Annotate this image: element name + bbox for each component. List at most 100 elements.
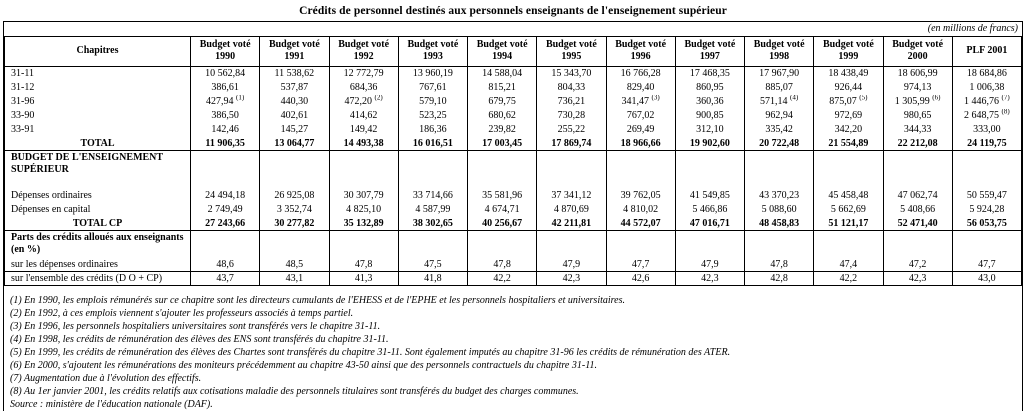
value-cell: 38 302,65 xyxy=(397,216,469,231)
section-header-row: BUDGET DE L'ENSEIGNEMENT SUPÉRIEUR xyxy=(4,150,1023,189)
value-cell: 42,6 xyxy=(605,271,676,286)
value-cell: 962,94 xyxy=(743,108,815,123)
value-cell: 523,25 xyxy=(397,108,469,123)
footnote: (2) En 1992, à ces emplois viennent s'aj… xyxy=(10,308,354,319)
table-header-row: Chapitres Budget voté 1990 Budget voté 1991… xyxy=(4,36,1023,67)
empty-cell xyxy=(882,230,953,258)
value-cell: 4 825,10 xyxy=(328,202,399,217)
row-label: TOTAL CP xyxy=(4,216,191,231)
row-label: 33-90 xyxy=(4,108,191,123)
footnote: (1) En 1990, les emplois rémunérés sur c… xyxy=(10,295,626,306)
value-cell: 472,20 (2) xyxy=(328,94,399,109)
empty-cell xyxy=(259,230,330,258)
value-cell: 885,07 xyxy=(743,80,815,95)
value-cell: 51 121,17 xyxy=(813,216,884,231)
value-cell: 18 966,66 xyxy=(605,136,676,151)
value-cell: 17 967,90 xyxy=(743,66,815,81)
value-cell: 4 674,71 xyxy=(466,202,538,217)
value-cell: 860,95 xyxy=(674,80,746,95)
year-header: Budget voté 1992 xyxy=(328,36,399,67)
section-header-row: Parts des crédits alloués aux enseignant… xyxy=(4,230,1023,258)
value-cell: 680,62 xyxy=(466,108,538,123)
value-cell: 43 370,23 xyxy=(743,188,815,203)
value-cell: 5 408,66 xyxy=(882,202,953,217)
value-cell: 15 343,70 xyxy=(536,66,607,81)
row-label: 31-11 xyxy=(4,66,191,81)
value-cell: 13 064,77 xyxy=(259,136,330,151)
value-cell: 14 588,04 xyxy=(466,66,538,81)
value-cell: 35 581,96 xyxy=(466,188,538,203)
value-cell: 900,85 xyxy=(674,108,746,123)
credits-table: Chapitres Budget voté 1990 Budget voté 1991… xyxy=(4,36,1023,286)
empty-cell xyxy=(397,230,469,258)
footnote-ref: (3) xyxy=(651,94,660,102)
value-cell: 537,87 xyxy=(259,80,330,95)
value-cell: 43,0 xyxy=(951,271,1023,286)
value-cell: 255,22 xyxy=(536,122,607,137)
footnote-ref: (7) xyxy=(1001,94,1010,102)
value-cell: 11 906,35 xyxy=(189,136,261,151)
value-cell: 41,8 xyxy=(397,271,469,286)
value-cell: 1 446,76 (7) xyxy=(951,94,1023,109)
value-cell: 4 870,69 xyxy=(536,202,607,217)
value-cell: 47,8 xyxy=(466,257,538,272)
value-cell: 42,3 xyxy=(536,271,607,286)
year-header: Budget voté 1994 xyxy=(466,36,538,67)
value-cell: 50 559,47 xyxy=(951,188,1023,203)
row-label: 33-91 xyxy=(4,122,191,137)
value-cell: 42 211,81 xyxy=(536,216,607,231)
empty-cell xyxy=(536,230,607,258)
value-cell: 4 810,02 xyxy=(605,202,676,217)
value-cell: 16 016,51 xyxy=(397,136,469,151)
table-row: sur l'ensemble des crédits (D O + CP) 43,… xyxy=(4,271,1023,286)
value-cell: 47,4 xyxy=(813,257,884,272)
footnote: (6) En 2000, s'ajoutent les rémunération… xyxy=(10,360,597,371)
footnotes: (1) En 1990, les emplois rémunérés sur c… xyxy=(4,286,1022,411)
value-cell: 47,9 xyxy=(674,257,746,272)
value-cell: 2 749,49 xyxy=(189,202,261,217)
value-cell: 440,30 xyxy=(259,94,330,109)
value-cell: 52 471,40 xyxy=(882,216,953,231)
empty-cell xyxy=(674,150,746,189)
value-cell: 22 212,08 xyxy=(882,136,953,151)
value-cell: 18 438,49 xyxy=(813,66,884,81)
value-cell: 767,61 xyxy=(397,80,469,95)
value-cell: 926,44 xyxy=(813,80,884,95)
value-cell: 386,61 xyxy=(189,80,261,95)
empty-cell xyxy=(743,150,815,189)
value-cell: 42,3 xyxy=(882,271,953,286)
value-cell: 40 256,67 xyxy=(466,216,538,231)
section-label: BUDGET DE L'ENSEIGNEMENT SUPÉRIEUR xyxy=(4,150,191,189)
value-cell: 4 587,99 xyxy=(397,202,469,217)
value-cell: 333,00 xyxy=(951,122,1023,137)
value-cell: 18 684,86 xyxy=(951,66,1023,81)
row-label: sur l'ensemble des crédits (D O + CP) xyxy=(4,271,191,286)
table-row: 31-11 10 562,84 11 538,62 12 772,79 13 960,1… xyxy=(4,66,1023,81)
value-cell: 12 772,79 xyxy=(328,66,399,81)
value-cell: 47 062,74 xyxy=(882,188,953,203)
value-cell: 142,46 xyxy=(189,122,261,137)
value-cell: 26 925,08 xyxy=(259,188,330,203)
value-cell: 39 762,05 xyxy=(605,188,676,203)
year-header: Budget voté 1990 xyxy=(189,36,261,67)
empty-cell xyxy=(674,230,746,258)
value-cell: 414,62 xyxy=(328,108,399,123)
footnote-ref: (2) xyxy=(374,94,383,102)
value-cell: 679,75 xyxy=(466,94,538,109)
empty-cell xyxy=(605,150,676,189)
value-cell: 42,2 xyxy=(813,271,884,286)
value-cell: 47 016,71 xyxy=(674,216,746,231)
footnote-ref: (8) xyxy=(1001,108,1010,116)
empty-cell xyxy=(743,230,815,258)
empty-cell xyxy=(328,150,399,189)
value-cell: 5 088,60 xyxy=(743,202,815,217)
empty-cell xyxy=(189,230,261,258)
empty-cell xyxy=(328,230,399,258)
value-cell: 269,49 xyxy=(605,122,676,137)
value-cell: 16 766,28 xyxy=(605,66,676,81)
value-cell: 19 902,60 xyxy=(674,136,746,151)
empty-cell xyxy=(605,230,676,258)
value-cell: 875,07 (5) xyxy=(813,94,884,109)
empty-cell xyxy=(189,150,261,189)
